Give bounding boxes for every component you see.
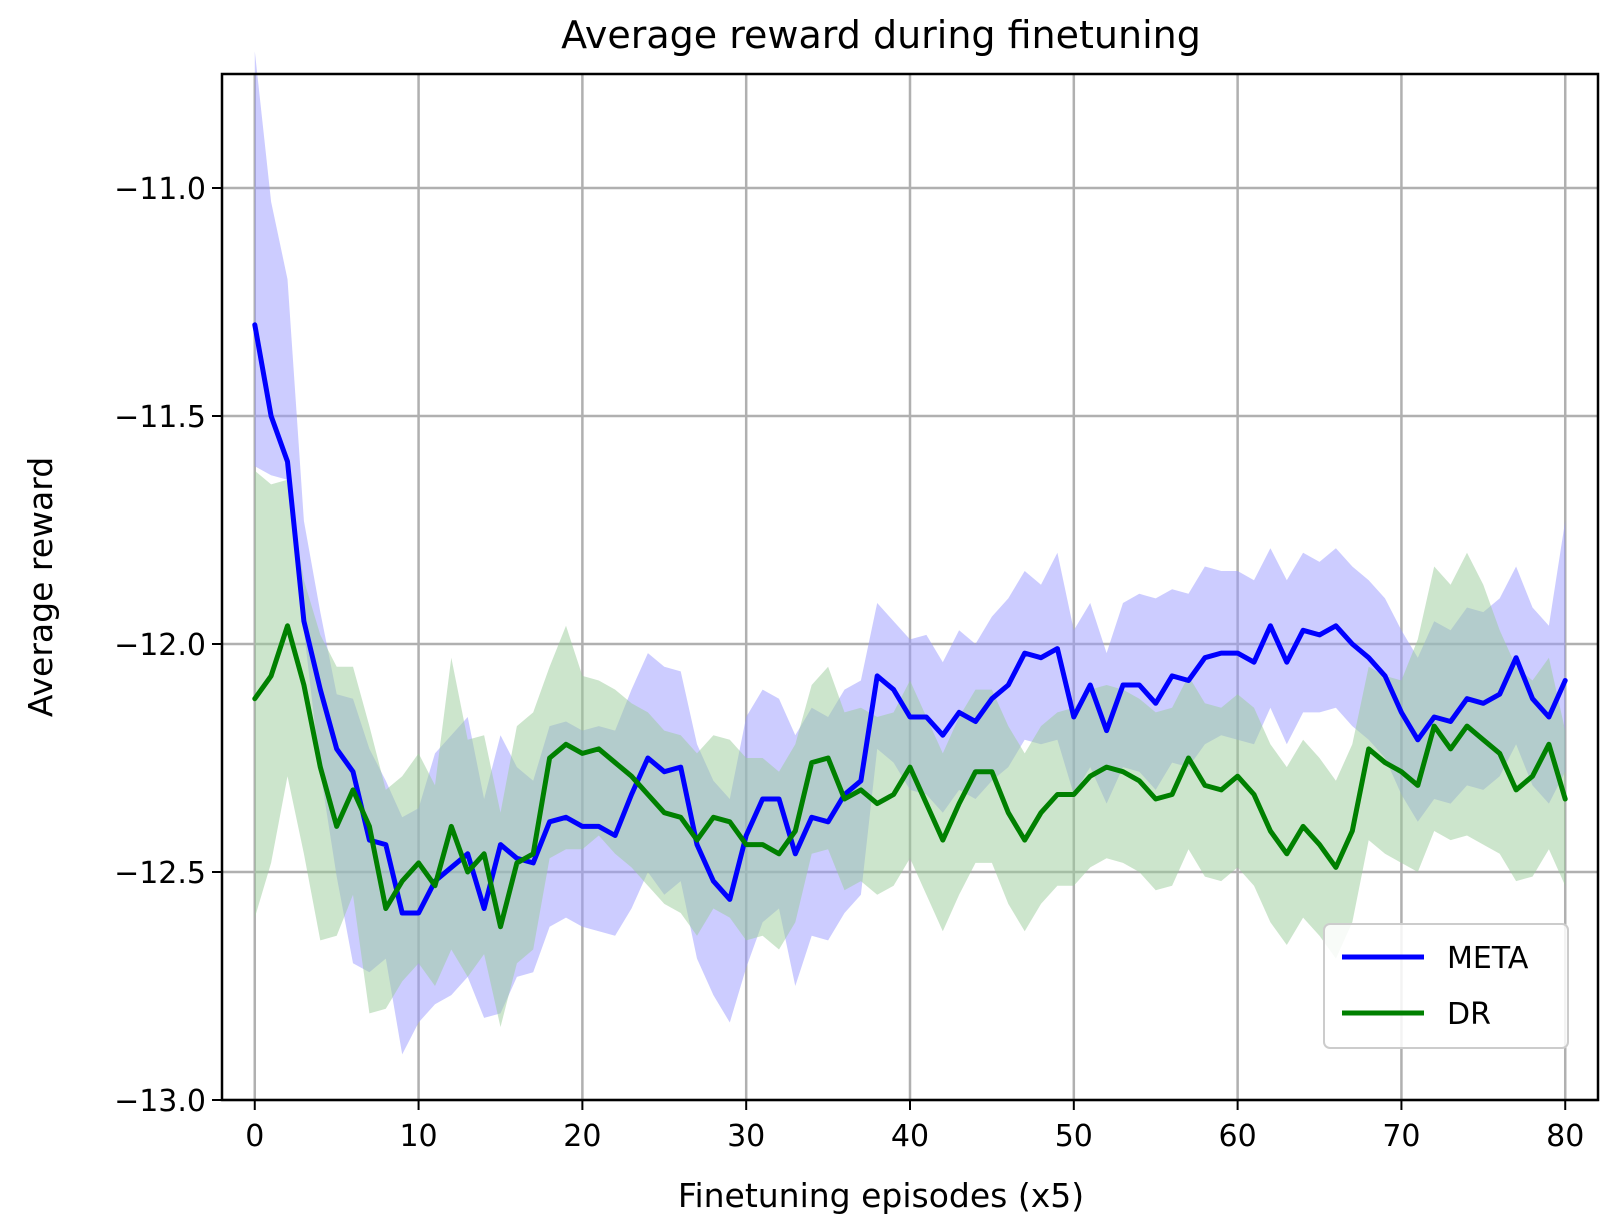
y-axis-label: Average reward [21,457,60,717]
legend-label-dr: DR [1447,997,1491,1032]
x-tick-label: 10 [399,1119,437,1154]
x-tick-label: 30 [727,1119,765,1154]
confidence-bands [254,51,1566,1055]
y-tick-label: −11.0 [114,172,206,207]
legend: META DR [1323,923,1569,1049]
x-axis-label: Finetuning episodes (x5) [678,1176,1084,1215]
x-tick-label: 50 [1055,1119,1093,1154]
x-tick-label: 40 [891,1119,929,1154]
y-axis-ticks: −13.0 −12.5 −12.0 −11.5 −11.0 [114,172,222,1119]
legend-label-meta: META [1447,941,1529,976]
series-line-meta [252,322,1568,916]
y-tick-label: −13.0 [114,1084,206,1119]
series-lines [252,322,1568,930]
y-tick-label: −12.5 [114,856,206,891]
chart-title: Average reward during finetuning [561,13,1201,57]
legend-box [1323,923,1569,1049]
x-tick-label: 80 [1546,1119,1584,1154]
y-tick-label: −12.0 [114,628,206,663]
series-line-dr [252,623,1568,930]
confidence-band-dr [254,470,1566,1027]
x-tick-label: 60 [1219,1119,1257,1154]
x-tick-label: 0 [245,1119,264,1154]
x-tick-label: 70 [1382,1119,1420,1154]
x-axis-ticks: 0 10 20 30 40 50 60 70 80 [245,1100,1584,1154]
x-tick-label: 20 [563,1119,601,1154]
y-tick-label: −11.5 [114,400,206,435]
